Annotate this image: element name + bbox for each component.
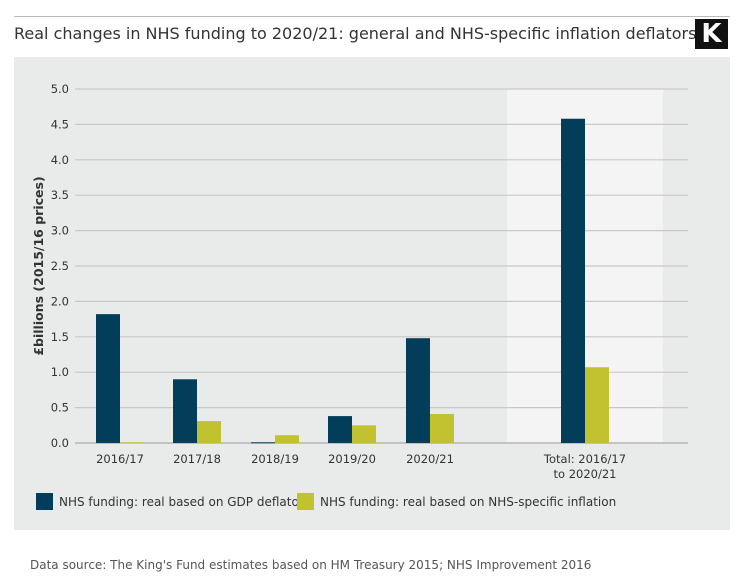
y-tick-label: 3.0 bbox=[51, 224, 69, 238]
y-tick-label: 1.0 bbox=[51, 365, 69, 379]
bar-gdp bbox=[173, 379, 197, 443]
legend-swatch-gdp bbox=[36, 493, 53, 510]
y-tick-label: 0.5 bbox=[51, 401, 69, 415]
chart-title: Real changes in NHS funding to 2020/21: … bbox=[14, 24, 697, 43]
legend-label-nhs: NHS funding: real based on NHS-specific … bbox=[320, 494, 617, 509]
y-tick-label: 4.0 bbox=[51, 153, 69, 167]
x-tick-label: 2018/19 bbox=[251, 452, 299, 466]
legend-item-nhs: NHS funding: real based on NHS-specific … bbox=[297, 493, 616, 510]
x-tick-label: 2020/21 bbox=[406, 452, 454, 466]
kings-fund-logo: K bbox=[695, 19, 728, 49]
bar-nhs bbox=[120, 442, 144, 444]
bar-gdp bbox=[406, 338, 430, 443]
bar-gdp bbox=[96, 314, 120, 443]
bar-gdp bbox=[561, 118, 585, 444]
y-axis-label: £billions (2015/16 prices) bbox=[31, 176, 46, 355]
bar-gdp bbox=[328, 416, 352, 443]
bar-nhs bbox=[275, 435, 299, 443]
x-tick-label: 2017/18 bbox=[173, 452, 221, 466]
bar-nhs bbox=[585, 367, 609, 443]
top-rule bbox=[14, 16, 730, 17]
y-tick-label: 2.5 bbox=[51, 259, 69, 273]
y-tick-label: 5.0 bbox=[51, 82, 69, 96]
bar-nhs bbox=[430, 413, 454, 443]
data-source: Data source: The King's Fund estimates b… bbox=[30, 558, 592, 572]
y-tick-label: 4.5 bbox=[51, 117, 69, 131]
legend-swatch-nhs bbox=[297, 493, 314, 510]
x-tick-label: 2016/17 bbox=[96, 452, 144, 466]
y-tick-label: 3.5 bbox=[51, 188, 69, 202]
bar-nhs bbox=[352, 425, 376, 443]
x-tick-label: Total: 2016/17 bbox=[543, 452, 626, 466]
x-tick-label: 2019/20 bbox=[328, 452, 376, 466]
y-tick-label: 0.0 bbox=[51, 436, 69, 450]
bar-gdp bbox=[251, 442, 275, 444]
legend-item-gdp: NHS funding: real based on GDP deflator bbox=[36, 493, 304, 510]
bar-nhs bbox=[197, 421, 221, 443]
y-tick-label: 1.5 bbox=[51, 330, 69, 344]
x-tick-label: to 2020/21 bbox=[554, 467, 617, 481]
y-tick-label: 2.0 bbox=[51, 294, 69, 308]
legend-label-gdp: NHS funding: real based on GDP deflator bbox=[59, 494, 304, 509]
